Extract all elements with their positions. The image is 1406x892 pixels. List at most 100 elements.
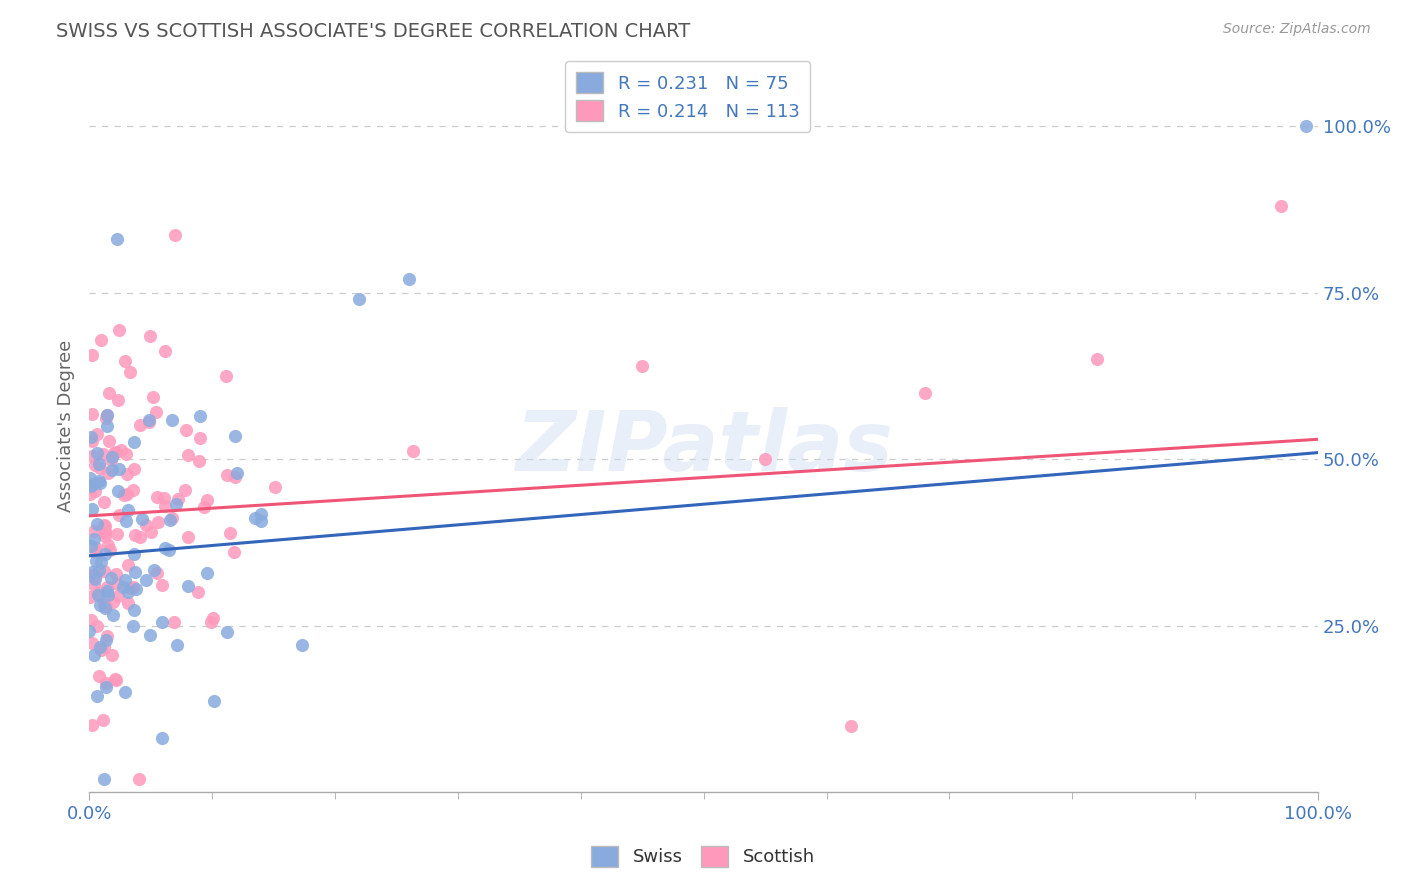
Point bbox=[110, 443, 132, 458]
Point bbox=[177, 449, 200, 463]
Point bbox=[100, 450, 122, 464]
Point bbox=[202, 694, 225, 708]
Point bbox=[124, 528, 146, 542]
Point bbox=[104, 566, 127, 581]
Point bbox=[754, 452, 776, 467]
Point bbox=[91, 447, 114, 461]
Point bbox=[87, 564, 110, 578]
Point bbox=[128, 529, 150, 543]
Point bbox=[155, 343, 177, 358]
Point bbox=[93, 772, 115, 786]
Point bbox=[96, 419, 118, 434]
Point bbox=[188, 431, 211, 445]
Point bbox=[87, 588, 110, 602]
Point bbox=[224, 428, 246, 442]
Point bbox=[121, 580, 143, 594]
Point bbox=[105, 232, 128, 246]
Point bbox=[96, 580, 118, 594]
Point bbox=[96, 630, 118, 644]
Y-axis label: Associate's Degree: Associate's Degree bbox=[58, 340, 75, 512]
Point bbox=[100, 571, 122, 585]
Point bbox=[167, 491, 190, 506]
Point bbox=[97, 538, 120, 552]
Point bbox=[160, 413, 183, 427]
Point bbox=[80, 718, 103, 732]
Point bbox=[83, 532, 105, 546]
Point bbox=[103, 446, 125, 460]
Point bbox=[145, 566, 167, 581]
Point bbox=[122, 547, 145, 561]
Point bbox=[243, 511, 266, 525]
Point bbox=[114, 514, 136, 528]
Point bbox=[173, 483, 195, 497]
Point bbox=[402, 443, 425, 458]
Point bbox=[131, 512, 153, 526]
Point bbox=[111, 580, 134, 594]
Point bbox=[107, 589, 129, 603]
Point bbox=[89, 461, 111, 475]
Point bbox=[89, 640, 111, 655]
Point bbox=[138, 413, 160, 427]
Point bbox=[93, 518, 115, 533]
Point bbox=[91, 714, 114, 728]
Point bbox=[97, 434, 120, 448]
Point bbox=[195, 566, 218, 581]
Point bbox=[163, 227, 186, 242]
Legend: R = 0.231   N = 75, R = 0.214   N = 113: R = 0.231 N = 75, R = 0.214 N = 113 bbox=[565, 62, 810, 132]
Point bbox=[200, 615, 222, 629]
Point bbox=[82, 567, 104, 582]
Point bbox=[117, 585, 139, 599]
Point bbox=[94, 525, 117, 540]
Point bbox=[138, 415, 160, 429]
Point bbox=[86, 689, 108, 703]
Point bbox=[93, 564, 115, 578]
Text: Source: ZipAtlas.com: Source: ZipAtlas.com bbox=[1223, 22, 1371, 37]
Point bbox=[82, 477, 104, 491]
Point bbox=[153, 541, 176, 555]
Legend: Swiss, Scottish: Swiss, Scottish bbox=[583, 838, 823, 874]
Point bbox=[135, 573, 157, 587]
Point bbox=[87, 474, 110, 488]
Point bbox=[117, 467, 139, 481]
Point bbox=[124, 565, 146, 579]
Point bbox=[107, 323, 129, 337]
Point bbox=[187, 585, 209, 599]
Point bbox=[96, 584, 118, 599]
Point bbox=[162, 510, 184, 524]
Point bbox=[94, 529, 117, 543]
Point bbox=[193, 500, 215, 514]
Point bbox=[1270, 199, 1292, 213]
Point bbox=[105, 445, 128, 459]
Point bbox=[79, 590, 101, 604]
Point bbox=[107, 508, 129, 522]
Point bbox=[839, 719, 862, 733]
Point bbox=[94, 599, 117, 613]
Point bbox=[631, 359, 654, 373]
Point bbox=[83, 648, 105, 663]
Point bbox=[86, 516, 108, 531]
Point bbox=[114, 573, 136, 587]
Point bbox=[80, 430, 103, 444]
Point bbox=[163, 615, 186, 629]
Point bbox=[157, 542, 180, 557]
Point bbox=[177, 530, 200, 544]
Point bbox=[89, 475, 111, 490]
Point bbox=[153, 491, 176, 505]
Point bbox=[188, 409, 211, 423]
Point bbox=[101, 463, 124, 477]
Point bbox=[87, 457, 110, 471]
Point bbox=[86, 554, 108, 568]
Point bbox=[142, 563, 165, 577]
Point bbox=[166, 638, 188, 652]
Point bbox=[108, 462, 131, 476]
Point bbox=[250, 507, 273, 521]
Point bbox=[80, 479, 103, 493]
Point bbox=[94, 599, 117, 613]
Point bbox=[96, 410, 118, 425]
Text: ZIPatlas: ZIPatlas bbox=[515, 408, 893, 489]
Point bbox=[263, 480, 285, 494]
Point bbox=[80, 407, 103, 421]
Point bbox=[139, 525, 162, 540]
Point bbox=[150, 615, 173, 629]
Point bbox=[86, 445, 108, 459]
